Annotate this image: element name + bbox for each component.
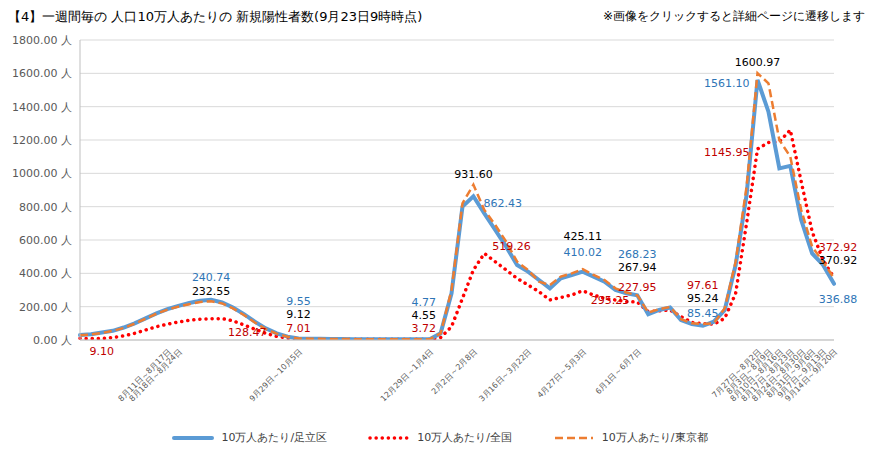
html-text:10万人あたり/足立区: 10万人あたり/足立区 [221,431,328,444]
svg-text:3月16日～3月22日: 3月16日～3月22日 [477,347,533,403]
html-text:【4】一週間毎の 人口10万人あたりの 新規陽性者数(9月2: 【4】一週間毎の 人口10万人あたりの 新規陽性者数(9月23日9時時点) [8,9,423,24]
svg-text:1400.00 人: 1400.00 人 [12,101,72,114]
svg-text:128.47: 128.47 [228,326,267,339]
svg-text:0.00 人: 0.00 人 [33,334,72,347]
svg-text:8月17日～8月23日: 8月17日～8月23日 [739,347,796,404]
svg-text:240.74: 240.74 [192,271,231,284]
svg-text:7月27日～8月2日: 7月27日～8月2日 [710,347,763,400]
svg-text:400.00 人: 400.00 人 [19,267,72,280]
svg-text:8月10日～8月16日: 8月10日～8月16日 [728,347,785,404]
svg-text:8月18日～8月24日: 8月18日～8月24日 [128,347,184,403]
svg-text:410.02: 410.02 [563,246,602,259]
svg-text:9月29日～10月5日: 9月29日～10月5日 [248,347,304,403]
svg-text:336.88: 336.88 [819,293,858,306]
svg-text:1800.00 人: 1800.00 人 [12,34,72,47]
svg-text:6月1日～6月7日: 6月1日～6月7日 [594,347,643,396]
svg-text:1200.00 人: 1200.00 人 [12,134,72,147]
svg-text:372.92: 372.92 [819,241,858,254]
html-text:10万人あたり/東京都: 10万人あたり/東京都 [601,431,708,444]
svg-text:1600.97: 1600.97 [735,56,781,69]
svg-text:1145.95: 1145.95 [704,146,750,159]
svg-text:370.92: 370.92 [819,254,858,267]
svg-text:12月29日～1月4日: 12月29日～1月4日 [379,347,435,403]
svg-text:85.45: 85.45 [687,307,719,320]
svg-text:232.55: 232.55 [192,285,231,298]
svg-text:200.00 人: 200.00 人 [19,301,72,314]
svg-text:295.25: 295.25 [591,294,630,307]
svg-text:9.55: 9.55 [286,295,311,308]
svg-text:227.95: 227.95 [618,281,657,294]
svg-text:9.10: 9.10 [90,345,115,358]
html-text:10万人あたり/全国: 10万人あたり/全国 [417,431,512,444]
svg-text:600.00 人: 600.00 人 [19,234,72,247]
svg-text:8月11日～8月17日: 8月11日～8月17日 [117,347,173,403]
svg-text:9.12: 9.12 [286,308,311,321]
svg-text:3.72: 3.72 [411,322,436,335]
svg-text:9月7日～9月13日: 9月7日～9月13日 [776,347,829,400]
svg-text:862.43: 862.43 [483,197,522,210]
svg-text:8月31日～9月6日: 8月31日～9月6日 [764,347,818,400]
svg-text:9月14日～9月20日: 9月14日～9月20日 [783,347,839,403]
html-text:※画像をクリックすると詳細ページに遷移します: ※画像をクリックすると詳細ページに遷移します [602,9,865,23]
svg-text:8月24日～8月30日: 8月24日～8月30日 [750,347,807,404]
svg-text:931.60: 931.60 [454,168,493,181]
svg-text:97.61: 97.61 [687,279,719,292]
svg-text:1561.10: 1561.10 [704,77,750,90]
svg-text:800.00 人: 800.00 人 [19,201,72,214]
svg-text:1000.00 人: 1000.00 人 [12,167,72,180]
svg-text:267.94: 267.94 [618,261,657,274]
svg-text:1600.00 人: 1600.00 人 [12,67,72,80]
svg-text:425.11: 425.11 [563,230,602,243]
svg-text:4月27日～5月3日: 4月27日～5月3日 [535,347,588,400]
svg-text:2月2日～2月8日: 2月2日～2月8日 [430,347,479,396]
svg-text:7.01: 7.01 [286,322,311,335]
svg-text:519.26: 519.26 [492,240,531,253]
svg-text:95.24: 95.24 [687,292,719,305]
svg-text:8月3日～8月9日: 8月3日～8月9日 [724,347,774,397]
svg-text:4.55: 4.55 [411,309,436,322]
svg-text:4.77: 4.77 [411,296,436,309]
svg-text:268.23: 268.23 [618,248,657,261]
